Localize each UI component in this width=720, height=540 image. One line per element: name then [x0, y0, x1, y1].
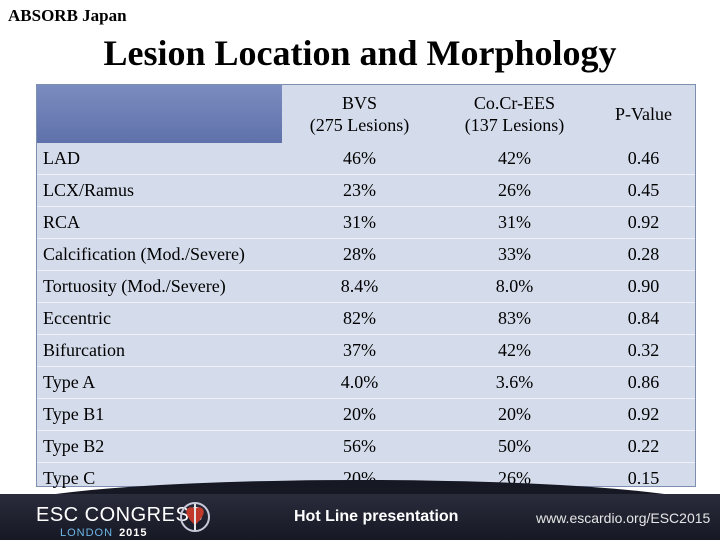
row-label: Type A [37, 366, 282, 399]
p-value: 0.90 [592, 270, 695, 303]
p-value: 0.45 [592, 174, 695, 207]
cocr-ees-value: 42% [498, 148, 531, 168]
row-label: LCX/Ramus [37, 174, 282, 207]
header-cocr-ees: Co.Cr-EES (137 Lesions) [437, 85, 592, 143]
congress-name: ESC CONGRESS [36, 504, 204, 526]
cocr-ees-value: 31% [437, 206, 592, 239]
header-blank [37, 85, 282, 143]
congress-location: LONDON 2015 [60, 527, 148, 539]
row-label: Eccentric [37, 302, 282, 335]
row-label: LAD [43, 148, 80, 168]
cocr-ees-value: 83% [437, 302, 592, 335]
presentation-label: Hot Line presentation [294, 508, 459, 525]
p-value: 0.28 [592, 238, 695, 271]
row-label: Type B1 [37, 398, 282, 431]
row-label: RCA [37, 206, 282, 239]
header-bvs: BVS (275 Lesions) [282, 85, 437, 143]
bvs-value: 8.4% [282, 270, 437, 303]
table-row: Type A 4.0% 3.6% 0.86 [37, 366, 695, 399]
cocr-ees-value: 33% [437, 238, 592, 271]
table-row: LAD 46% 42% 0.46 [37, 143, 695, 175]
cocr-ees-value: 42% [437, 334, 592, 367]
org-label: ABSORB Japan [8, 6, 127, 25]
table-row: Tortuosity (Mod./Severe) 8.4% 8.0% 0.90 [37, 270, 695, 303]
slide-title: Lesion Location and Morphology [103, 33, 617, 73]
header-row: BVS (275 Lesions) Co.Cr-EES (137 Lesions… [37, 85, 695, 143]
header-stripe [37, 85, 282, 143]
bvs-value: 20% [282, 398, 437, 431]
table-row: LCX/Ramus 23% 26% 0.45 [37, 174, 695, 207]
header-p-line1: P-Value [615, 104, 672, 124]
congress-city: LONDON [60, 527, 114, 539]
table-row: Type B1 20% 20% 0.92 [37, 398, 695, 431]
table-row: Eccentric 82% 83% 0.84 [37, 302, 695, 335]
bvs-value: 28% [282, 238, 437, 271]
table-row: Bifurcation 37% 42% 0.32 [37, 334, 695, 367]
congress-year: 2015 [119, 527, 148, 539]
data-table: BVS (275 Lesions) Co.Cr-EES (137 Lesions… [37, 85, 695, 494]
p-value: 0.46 [627, 148, 660, 168]
table-row: Type B2 56% 50% 0.22 [37, 430, 695, 463]
header-bvs-line2: (275 Lesions) [309, 115, 410, 135]
row-label: Bifurcation [37, 334, 282, 367]
bvs-value: 4.0% [282, 366, 437, 399]
cocr-ees-value: 20% [437, 398, 592, 431]
p-value: 0.22 [592, 430, 695, 463]
header-cocr-line1: Co.Cr-EES [473, 93, 556, 113]
p-value: 0.15 [592, 462, 695, 494]
header-cocr-line2: (137 Lesions) [464, 115, 565, 135]
bvs-value: 23% [282, 174, 437, 207]
row-label: Type B2 [37, 430, 282, 463]
p-value: 0.92 [592, 206, 695, 239]
bvs-value: 82% [282, 302, 437, 335]
header-p-value: P-Value [592, 85, 695, 143]
cocr-ees-value: 50% [437, 430, 592, 463]
p-value: 0.86 [592, 366, 695, 399]
footer-bar: ESC CONGRESS LONDON 2015 Hot Line present… [0, 494, 720, 540]
p-value: 0.84 [592, 302, 695, 335]
cocr-ees-value: 3.6% [437, 366, 592, 399]
row-label: Tortuosity (Mod./Severe) [37, 270, 282, 303]
bvs-value: 31% [282, 206, 437, 239]
website-link[interactable]: www.escardio.org/ESC2015 [536, 510, 711, 526]
cocr-ees-value: 26% [437, 174, 592, 207]
table-row: Calcification (Mod./Severe) 28% 33% 0.28 [37, 238, 695, 271]
row-label: Calcification (Mod./Severe) [37, 238, 282, 271]
bvs-value: 46% [343, 148, 376, 168]
bvs-value: 56% [282, 430, 437, 463]
lesion-table: BVS (275 Lesions) Co.Cr-EES (137 Lesions… [36, 84, 696, 494]
cocr-ees-value: 8.0% [437, 270, 592, 303]
table-row: RCA 31% 31% 0.92 [37, 206, 695, 239]
header-bvs-line1: BVS [341, 93, 377, 113]
p-value: 0.92 [592, 398, 695, 431]
p-value: 0.32 [592, 334, 695, 367]
esc-heart-logo-icon [180, 502, 210, 532]
bvs-value: 37% [282, 334, 437, 367]
